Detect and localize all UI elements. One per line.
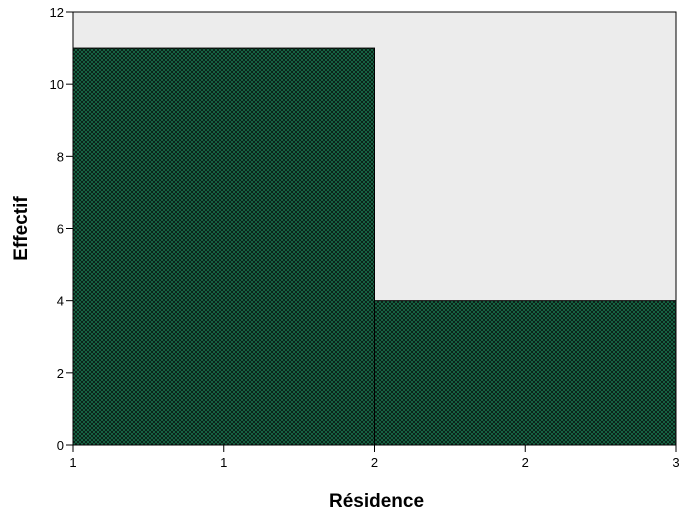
x-axis-ticks: 1 1 2 2 3: [69, 445, 679, 470]
y-tick-label: 4: [57, 294, 64, 309]
bar-group: [72, 47, 677, 446]
x-tick-label: 3: [672, 455, 679, 470]
x-tick-label: 1: [69, 455, 76, 470]
y-tick-label: 6: [57, 222, 64, 237]
x-axis-title: Résidence: [329, 491, 424, 512]
y-tick-label: 2: [57, 366, 64, 381]
x-tick-label: 2: [371, 455, 378, 470]
histogram-bar-1: [72, 47, 375, 446]
y-tick-label: 0: [57, 438, 64, 453]
histogram-bar-2: [374, 300, 677, 446]
y-axis-ticks: 0 2 4 6 8 10 12: [50, 5, 73, 453]
y-axis-title: Effectif: [11, 196, 32, 261]
y-tick-label: 12: [50, 5, 64, 20]
y-tick-label: 10: [50, 77, 64, 92]
x-tick-label: 2: [522, 455, 529, 470]
y-tick-label: 8: [57, 149, 64, 164]
x-tick-label: 1: [220, 455, 227, 470]
